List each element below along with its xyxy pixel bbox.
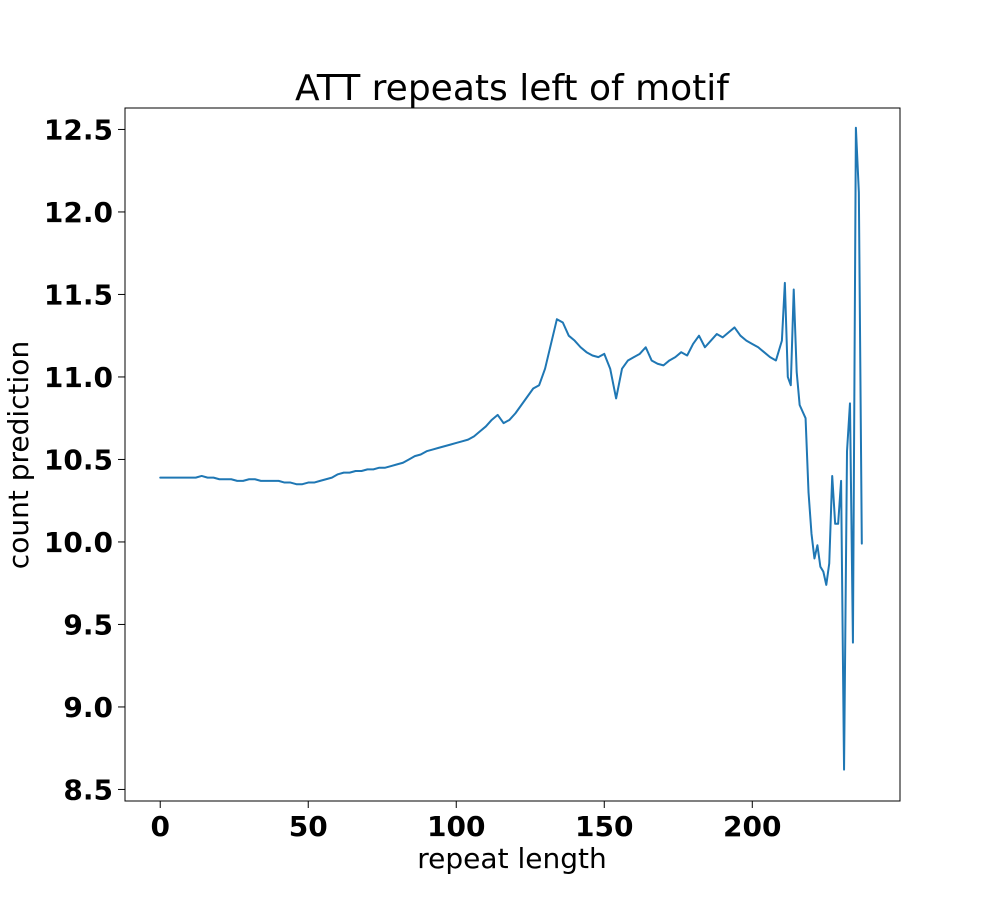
y-tick-label: 10.5 [44, 443, 113, 476]
x-tick-label: 200 [723, 810, 781, 843]
x-tick-label: 50 [289, 810, 328, 843]
y-axis-label: count prediction [2, 341, 35, 569]
chart-title: ATT repeats left of motif [295, 68, 730, 109]
series-line [159, 126, 863, 771]
x-axis-ticks: 0 50 100 150 200 [150, 801, 782, 843]
plot-frame [124, 107, 901, 802]
x-tick-label: 100 [427, 810, 485, 843]
y-axis-ticks: 8.5 9.0 9.5 10.0 10.5 11.0 11.5 12.0 12.5 [44, 113, 125, 806]
y-tick-label: 11.0 [44, 361, 113, 394]
y-tick-label: 10.0 [44, 526, 113, 559]
y-tick-label: 9.0 [63, 691, 113, 724]
x-tick-label: 150 [575, 810, 633, 843]
y-tick-label: 9.5 [63, 608, 113, 641]
y-tick-label: 11.5 [44, 278, 113, 311]
y-tick-label: 12.0 [44, 196, 113, 229]
y-tick-label: 8.5 [63, 773, 113, 806]
x-axis-label: repeat length [417, 842, 606, 875]
x-tick-label: 0 [150, 810, 169, 843]
plot-area [159, 126, 863, 771]
y-tick-label: 12.5 [44, 113, 113, 146]
